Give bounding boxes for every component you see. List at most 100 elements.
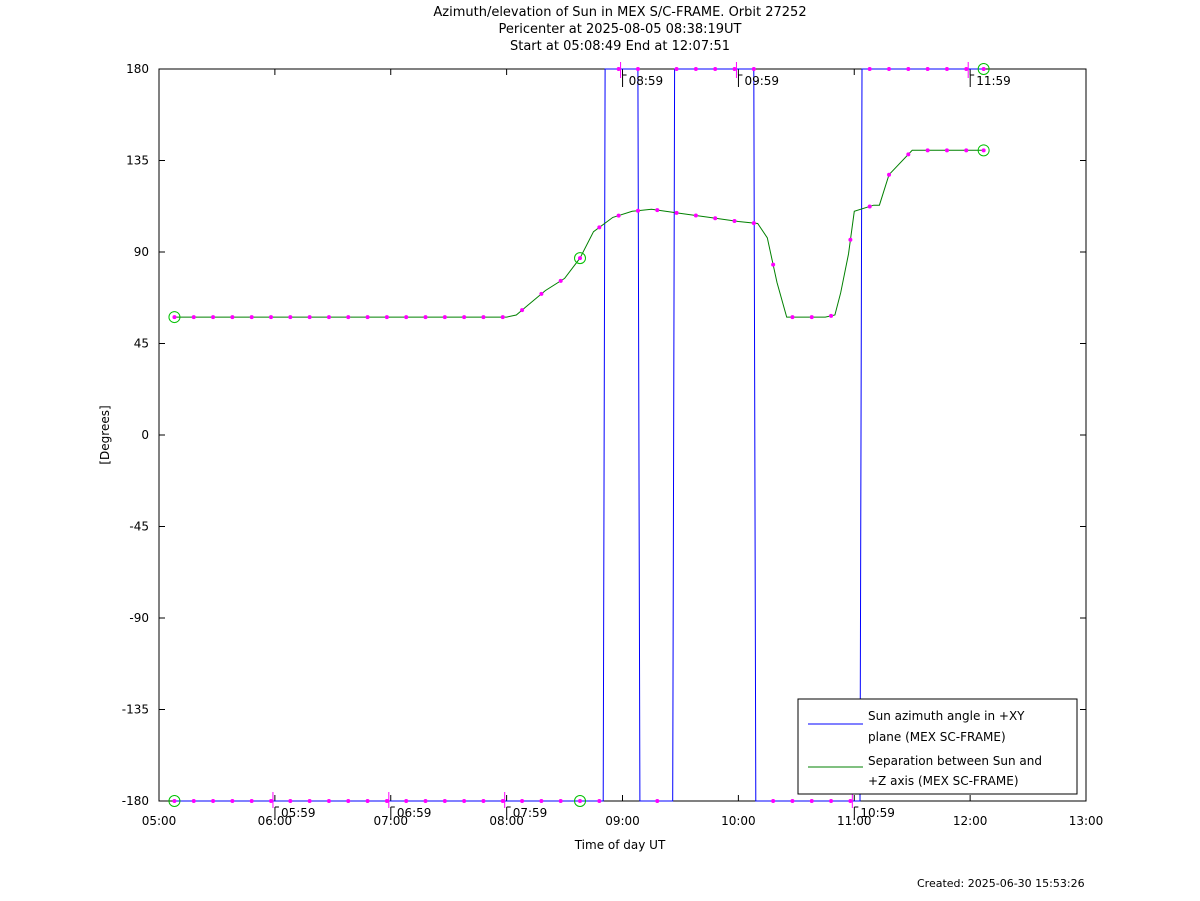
x-tick-label: 10:00 <box>721 814 756 828</box>
azimuth-sample-marker <box>269 799 274 803</box>
legend-label-separation-line1: Separation between Sun and <box>868 754 1042 768</box>
azimuth-sample-marker <box>616 67 621 71</box>
chart-subtitle-pericenter: Pericenter at 2025-08-05 08:38:19UT <box>498 22 742 37</box>
separation-sample-marker <box>790 315 795 320</box>
separation-sample-marker <box>500 315 505 320</box>
azimuth-sample-marker <box>230 799 235 803</box>
azimuth-sample-marker <box>558 799 563 803</box>
legend: Sun azimuth angle in +XY plane (MEX SC-F… <box>797 698 1078 795</box>
separation-sample-marker <box>693 213 698 218</box>
x-tick-label: 08:00 <box>489 814 524 828</box>
separation-sample-marker <box>809 315 814 320</box>
endpoint-circle <box>574 252 587 265</box>
azimuth-sample-marker <box>829 799 834 803</box>
azimuth-sample-marker <box>751 67 756 71</box>
separation-sample-marker <box>964 148 969 153</box>
azimuth-sample-marker <box>848 799 853 803</box>
endpoint-circle <box>168 311 181 324</box>
azimuth-sample-marker <box>597 799 602 803</box>
separation-sample-marker <box>829 313 834 318</box>
azimuth-sample-marker <box>655 799 660 803</box>
separation-sample-marker <box>172 315 177 320</box>
separation-sample-marker <box>713 216 718 221</box>
separation-sample-marker <box>326 315 331 320</box>
legend-label-azimuth-line2: plane (MEX SC-FRAME) <box>868 730 1006 744</box>
separation-sample-marker <box>230 315 235 320</box>
hour-tick-label: 11:59 <box>976 74 1011 88</box>
azimuth-sample-marker <box>867 67 872 71</box>
y-tick-label: 45 <box>134 337 149 351</box>
y-tick-label: 135 <box>126 154 149 168</box>
hour-tick-label: 10:59 <box>860 806 895 820</box>
separation-sample-marker <box>944 148 949 153</box>
separation-sample-marker <box>211 315 216 320</box>
azimuth-sample-marker <box>384 799 389 803</box>
azimuth-sample-marker <box>964 67 969 71</box>
separation-sample-marker <box>674 210 679 215</box>
endpoint-circle <box>977 144 990 157</box>
separation-sample-marker <box>887 172 892 177</box>
azimuth-sample-marker <box>539 799 544 803</box>
chart-title: Azimuth/elevation of Sun in MEX S/C-FRAM… <box>433 5 807 20</box>
endpoint-circle <box>168 795 181 807</box>
x-tick-label: 06:00 <box>258 814 293 828</box>
y-tick-label: -45 <box>129 520 149 534</box>
azimuth-sample-marker <box>404 799 409 803</box>
separation-sample-marker <box>848 237 853 242</box>
azimuth-sample-marker <box>365 799 370 803</box>
separation-sample-marker <box>423 315 428 320</box>
endpoint-circle <box>977 63 990 75</box>
azimuth-sample-marker <box>442 799 447 803</box>
separation-sample-marker <box>635 208 640 213</box>
y-tick-label: 90 <box>134 245 149 259</box>
separation-sample-marker <box>307 315 312 320</box>
separation-sample-marker <box>616 213 621 218</box>
azimuth-sample-marker <box>732 67 737 71</box>
y-axis-label: [Degrees] <box>98 405 112 464</box>
y-tick-label: 0 <box>141 428 149 442</box>
azimuth-sample-marker <box>346 799 351 803</box>
azimuth-sample-marker <box>191 799 196 803</box>
legend-label-separation-line2: +Z axis (MEX SC-FRAME) <box>868 774 1019 788</box>
separation-sample-marker <box>597 225 602 230</box>
hour-tick-label: 06:59 <box>397 806 432 820</box>
hour-tick-label: 05:59 <box>281 806 316 820</box>
separation-sample-marker <box>520 308 525 313</box>
separation-sample-marker <box>906 152 911 157</box>
azimuth-sample-marker <box>481 799 486 803</box>
separation-series-line <box>174 149 984 318</box>
azimuth-sample-marker <box>887 67 892 71</box>
azimuth-sample-marker <box>307 799 312 803</box>
separation-sample-marker <box>925 148 930 153</box>
axes: 05:00 06:00 07:00 08:00 09:00 10:00 11:00 12:00… <box>122 62 1104 828</box>
azimuth-sample-marker <box>172 799 177 803</box>
separation-sample-marker <box>481 315 486 320</box>
hour-tick-label: 08:59 <box>629 74 664 88</box>
x-tick-label: 09:00 <box>605 814 640 828</box>
legend-box <box>797 698 1078 795</box>
azimuth-sample-marker <box>906 67 911 71</box>
separation-sample-marker <box>539 291 544 296</box>
azimuth-sample-marker <box>925 67 930 71</box>
x-tick-label: 12:00 <box>953 814 988 828</box>
separation-sample-marker <box>771 262 776 267</box>
y-tick-label: -90 <box>129 611 149 625</box>
x-tick-label: 11:00 <box>837 814 872 828</box>
azimuth-sample-marker <box>288 799 293 803</box>
separation-sample-marker <box>981 148 986 153</box>
markers-layer: 05:59 06:59 07:59 08:59 09:59 10:59 11:59 <box>168 62 1011 820</box>
separation-sample-marker <box>191 315 196 320</box>
azimuth-sample-marker <box>500 799 505 803</box>
azimuth-series-line <box>174 68 984 802</box>
separation-sample-marker <box>558 278 563 283</box>
azimuth-sample-marker <box>249 799 254 803</box>
azimuth-sample-marker <box>981 67 986 71</box>
separation-sample-marker <box>655 208 660 213</box>
series-layer <box>174 68 984 802</box>
separation-sample-marker <box>288 315 293 320</box>
separation-sample-marker <box>442 315 447 320</box>
created-timestamp: Created: 2025-06-30 15:53:26 <box>917 877 1085 890</box>
x-tick-label: 05:00 <box>142 814 177 828</box>
azimuth-sample-marker <box>790 799 795 803</box>
azimuth-sample-marker <box>635 67 640 71</box>
